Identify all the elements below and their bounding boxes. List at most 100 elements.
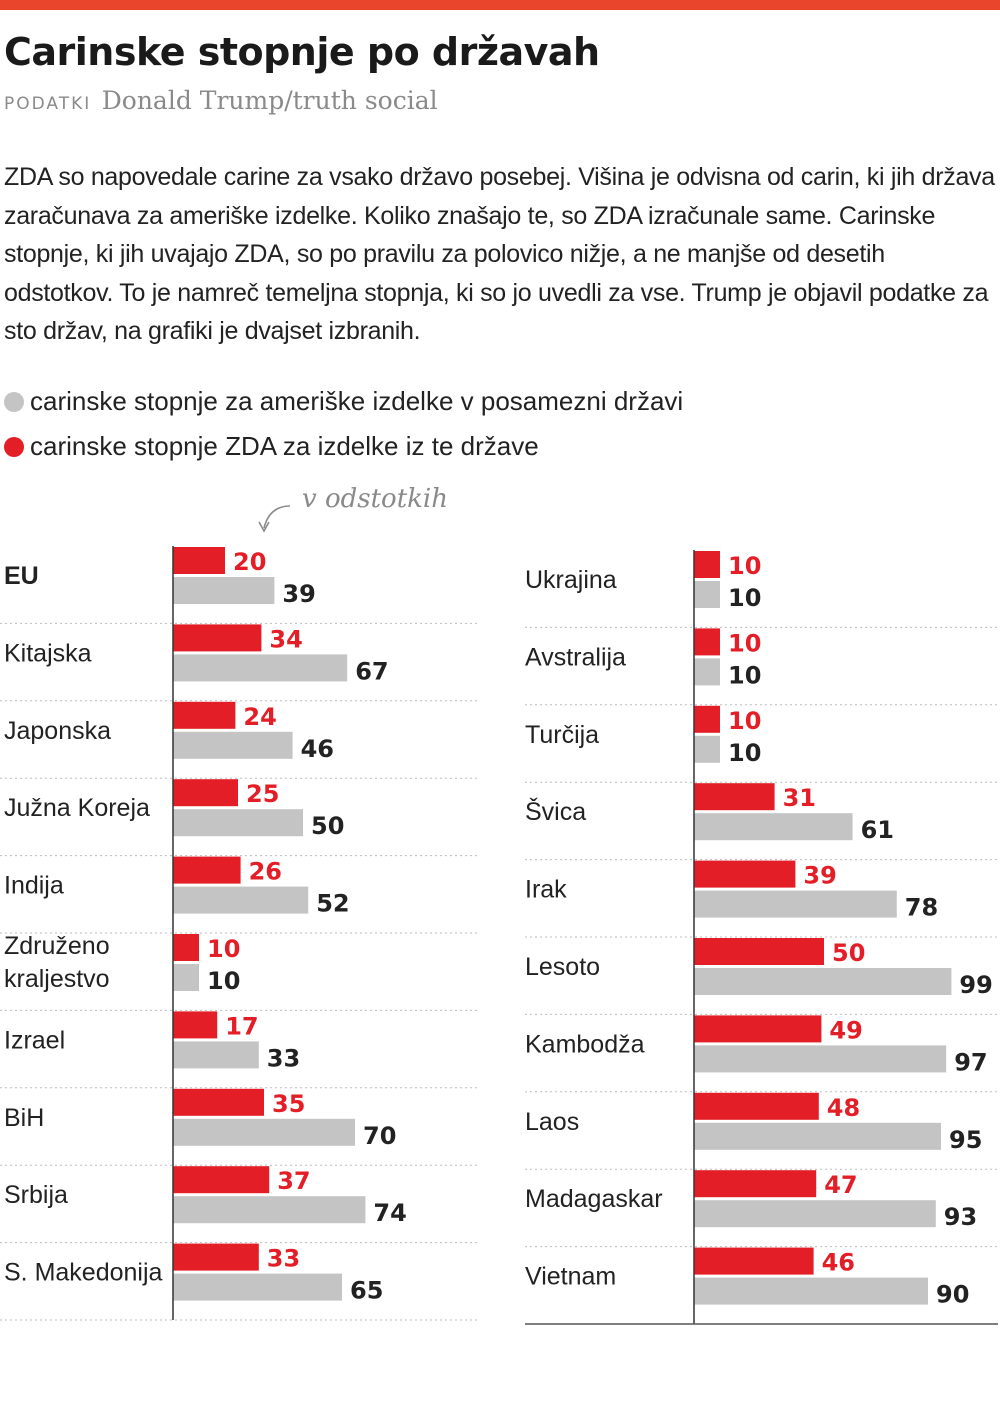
bar-red-s-makedonija (173, 1243, 259, 1271)
category-label-madagaskar: Madagaskar (525, 1185, 663, 1213)
category-label-bih: BiH (4, 1104, 44, 1132)
category-label-turčija: Turčija (525, 721, 599, 749)
bar-grey-ukrajina (694, 581, 720, 608)
value-grey-združeno-kraljestvo: 10 (207, 967, 240, 995)
value-grey-kambodža: 97 (954, 1048, 987, 1076)
category-label-kitajska: Kitajska (4, 639, 92, 667)
category-label-južna-koreja: Južna Koreja (4, 794, 150, 822)
category-label-lesoto: Lesoto (525, 953, 600, 981)
bar-grey-indija (173, 886, 309, 914)
value-red-srbija: 37 (277, 1167, 310, 1195)
category-label-združeno-kraljestvo: Združeno kraljestvo (4, 932, 110, 993)
bar-red-indija (173, 856, 241, 884)
category-label-japonska: Japonska (4, 717, 111, 745)
value-red-madagaskar: 47 (824, 1171, 857, 1199)
value-grey-eu: 39 (282, 580, 315, 608)
value-red-japonska: 24 (243, 703, 276, 731)
category-label-kambodža: Kambodža (525, 1030, 645, 1058)
value-red-bih: 35 (272, 1090, 305, 1118)
value-grey-turčija: 10 (728, 739, 761, 767)
source-value: Donald Trump/truth social (101, 86, 438, 115)
value-red-južna-koreja: 25 (246, 780, 279, 808)
value-red-indija: 26 (249, 858, 282, 886)
bar-chart: EU 20 39 Kitajska 34 67 Japonska 24 46 Južna Kore… (0, 546, 998, 1325)
bar-red-kambodža (694, 1015, 822, 1043)
bar-grey-irak (694, 890, 897, 918)
bar-red-ukrajina (694, 551, 720, 578)
value-grey-južna-koreja: 50 (311, 812, 344, 840)
category-label-avstralija: Avstralija (525, 643, 626, 671)
bar-red-japonska (173, 701, 236, 729)
bar-grey-srbija (173, 1196, 366, 1224)
category-label-irak: Irak (525, 876, 567, 904)
bar-grey-turčija (694, 735, 720, 763)
value-grey-laos: 95 (949, 1126, 982, 1154)
value-red-vietnam: 46 (822, 1249, 855, 1277)
source-label: PODATKI (4, 94, 92, 114)
legend-grey-dot (4, 392, 24, 412)
category-label-srbija: Srbija (4, 1181, 68, 1209)
value-grey-ukrajina: 10 (728, 584, 761, 612)
bar-red-švica (694, 783, 775, 811)
value-red-avstralija: 10 (728, 629, 761, 657)
value-grey-madagaskar: 93 (944, 1203, 977, 1231)
value-grey-srbija: 74 (373, 1199, 406, 1227)
value-grey-bih: 70 (363, 1122, 396, 1150)
bar-red-turčija (694, 705, 720, 733)
intro-text: ZDA so napovedale carine za vsako državo… (4, 163, 995, 345)
source-line: PODATKI Donald Trump/truth social (4, 86, 438, 115)
bar-grey-bih (173, 1118, 355, 1146)
category-label-eu: EU (4, 562, 39, 590)
legend-grey-label: carinske stopnje za ameriške izdelke v p… (30, 386, 684, 416)
legend-red: carinske stopnje ZDA za izdelke iz te dr… (4, 431, 539, 462)
bar-grey-japonska (173, 731, 293, 759)
bar-red-vietnam (694, 1247, 814, 1275)
value-grey-irak: 78 (905, 894, 938, 922)
chart-title: Carinske stopnje po državah (4, 30, 600, 74)
category-label-švica: Švica (525, 797, 586, 826)
bar-grey-s-makedonija (173, 1273, 342, 1301)
legend-red-label: carinske stopnje ZDA za izdelke iz te dr… (30, 431, 539, 461)
category-label-izrael: Izrael (4, 1026, 65, 1054)
top-accent-bar (0, 0, 1000, 10)
bar-red-lesoto (694, 938, 824, 965)
value-red-švica: 31 (783, 784, 816, 812)
value-grey-kitajska: 67 (355, 657, 388, 685)
bar-grey-južna-koreja (173, 809, 303, 837)
value-grey-japonska: 46 (301, 735, 334, 763)
category-label-ukrajina: Ukrajina (525, 566, 617, 594)
value-grey-švica: 61 (861, 816, 894, 844)
category-label-vietnam: Vietnam (525, 1263, 616, 1291)
legend-grey: carinske stopnje za ameriške izdelke v p… (4, 386, 683, 417)
bar-red-madagaskar (694, 1170, 817, 1198)
unit-arrow-icon (258, 505, 291, 533)
bar-red-irak (694, 860, 796, 888)
bar-grey-lesoto (694, 968, 952, 995)
category-label-laos: Laos (525, 1108, 579, 1136)
value-red-kambodža: 49 (829, 1016, 862, 1044)
bar-red-združeno-kraljestvo (173, 934, 199, 961)
category-label-s-makedonija: S. Makedonija (4, 1259, 163, 1287)
bar-grey-vietnam (694, 1277, 928, 1305)
value-grey-izrael: 33 (267, 1044, 300, 1072)
legend-red-dot (4, 437, 24, 457)
value-grey-vietnam: 90 (936, 1281, 969, 1309)
category-label-indija: Indija (4, 872, 64, 900)
value-grey-avstralija: 10 (728, 661, 761, 689)
bar-grey-združeno-kraljestvo (173, 964, 199, 991)
value-red-s-makedonija: 33 (267, 1245, 300, 1273)
value-red-lesoto: 50 (832, 939, 865, 967)
value-red-irak: 39 (803, 862, 836, 890)
bar-grey-kambodža (694, 1045, 947, 1073)
bar-grey-kitajska (173, 654, 348, 682)
value-red-ukrajina: 10 (728, 552, 761, 580)
value-red-eu: 20 (233, 548, 266, 576)
bar-red-kitajska (173, 624, 262, 652)
value-red-združeno-kraljestvo: 10 (207, 935, 240, 963)
unit-note: v odstotkih (302, 484, 448, 514)
bar-red-bih (173, 1088, 264, 1116)
bar-red-južna-koreja (173, 779, 238, 807)
bar-red-avstralija (694, 628, 720, 656)
bar-grey-izrael (173, 1041, 259, 1069)
bar-red-laos (694, 1092, 819, 1120)
